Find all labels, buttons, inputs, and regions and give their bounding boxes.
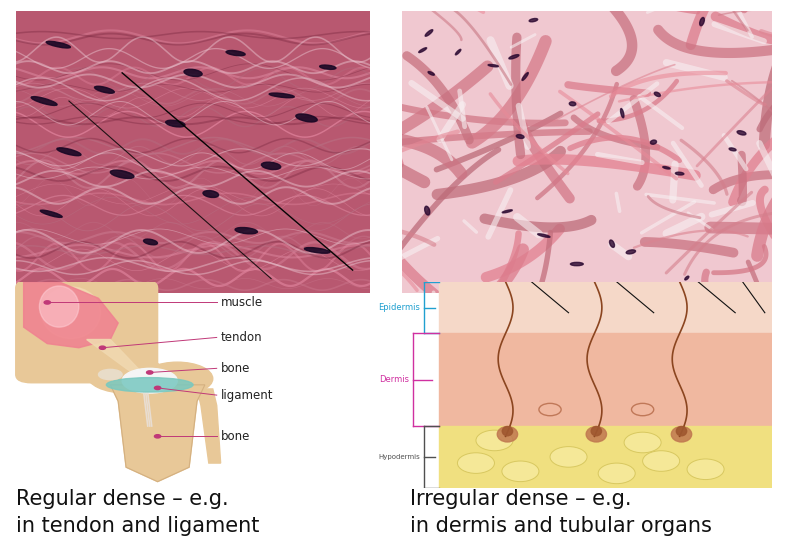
Ellipse shape: [226, 50, 245, 56]
Polygon shape: [110, 385, 205, 482]
Ellipse shape: [87, 356, 165, 393]
Ellipse shape: [591, 427, 601, 436]
Text: tendon: tendon: [221, 331, 262, 344]
Text: in tendon and ligament: in tendon and ligament: [16, 516, 259, 535]
Ellipse shape: [32, 96, 57, 106]
Ellipse shape: [663, 166, 670, 169]
Ellipse shape: [428, 72, 434, 75]
Ellipse shape: [737, 131, 746, 135]
Circle shape: [550, 447, 587, 467]
Ellipse shape: [203, 191, 218, 197]
Circle shape: [598, 463, 635, 483]
Circle shape: [154, 386, 161, 390]
Ellipse shape: [537, 234, 550, 237]
Ellipse shape: [320, 65, 336, 69]
FancyBboxPatch shape: [16, 280, 158, 383]
Ellipse shape: [729, 148, 736, 151]
Ellipse shape: [425, 206, 429, 215]
Text: ligament: ligament: [221, 389, 273, 402]
Ellipse shape: [57, 148, 81, 156]
Ellipse shape: [530, 18, 537, 22]
Text: in dermis and tubular organs: in dermis and tubular organs: [410, 516, 712, 535]
Ellipse shape: [122, 369, 177, 393]
Ellipse shape: [610, 240, 615, 247]
Ellipse shape: [304, 248, 330, 253]
Ellipse shape: [235, 228, 258, 234]
Ellipse shape: [143, 239, 158, 245]
Ellipse shape: [569, 102, 576, 106]
Ellipse shape: [700, 17, 704, 26]
Ellipse shape: [40, 210, 62, 217]
Ellipse shape: [269, 93, 294, 98]
Ellipse shape: [95, 86, 114, 93]
Ellipse shape: [184, 69, 203, 76]
Ellipse shape: [42, 287, 101, 338]
Ellipse shape: [685, 276, 689, 280]
Text: Irregular dense – e.g.: Irregular dense – e.g.: [410, 489, 631, 508]
Ellipse shape: [262, 162, 281, 170]
Ellipse shape: [296, 114, 318, 122]
Ellipse shape: [650, 140, 656, 144]
Ellipse shape: [39, 286, 79, 327]
Circle shape: [99, 346, 106, 350]
Polygon shape: [197, 389, 221, 463]
Circle shape: [502, 461, 539, 482]
Ellipse shape: [142, 362, 213, 395]
Circle shape: [476, 430, 513, 451]
Ellipse shape: [522, 73, 528, 80]
Ellipse shape: [106, 378, 193, 392]
Ellipse shape: [675, 172, 684, 175]
Ellipse shape: [620, 108, 624, 118]
Text: Epidermis: Epidermis: [378, 303, 421, 312]
Text: bone: bone: [221, 430, 250, 443]
Ellipse shape: [418, 48, 426, 53]
Ellipse shape: [676, 427, 686, 436]
Text: Dermis: Dermis: [379, 375, 409, 384]
Circle shape: [147, 371, 153, 374]
Bar: [439, 426, 772, 488]
Ellipse shape: [46, 41, 70, 48]
Ellipse shape: [426, 30, 433, 36]
Ellipse shape: [671, 427, 692, 442]
Ellipse shape: [455, 49, 461, 55]
Ellipse shape: [165, 120, 185, 127]
Text: bone: bone: [221, 362, 250, 375]
Ellipse shape: [110, 170, 134, 178]
Text: Regular dense – e.g.: Regular dense – e.g.: [16, 489, 229, 508]
Text: Hypodermis: Hypodermis: [379, 454, 421, 460]
Ellipse shape: [516, 134, 524, 138]
Ellipse shape: [654, 92, 660, 96]
Ellipse shape: [497, 427, 518, 442]
Ellipse shape: [98, 370, 122, 379]
Circle shape: [624, 432, 661, 453]
Circle shape: [154, 435, 161, 438]
Circle shape: [457, 453, 495, 473]
Ellipse shape: [509, 55, 519, 59]
Circle shape: [643, 451, 679, 472]
Bar: [439, 282, 772, 333]
Bar: [439, 333, 772, 426]
Circle shape: [687, 459, 724, 480]
Ellipse shape: [571, 262, 583, 266]
Ellipse shape: [502, 427, 513, 436]
Polygon shape: [24, 282, 118, 348]
Circle shape: [44, 301, 50, 304]
Ellipse shape: [626, 250, 636, 254]
Ellipse shape: [502, 210, 512, 213]
Ellipse shape: [488, 64, 498, 67]
Text: muscle: muscle: [221, 296, 262, 309]
Polygon shape: [87, 339, 150, 377]
Ellipse shape: [586, 427, 607, 442]
